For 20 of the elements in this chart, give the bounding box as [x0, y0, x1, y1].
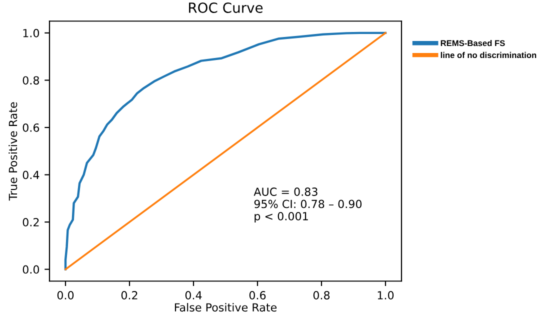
x-tick-label: 0.8 — [313, 291, 330, 300]
x-axis-title: False Positive Rate — [174, 302, 277, 312]
x-tick-label: 0.0 — [57, 291, 74, 300]
x-tick-label: 1.0 — [378, 291, 394, 300]
x-tick-label: 0.2 — [121, 291, 138, 300]
y-tick-label: 1.0 — [23, 28, 40, 38]
chart-title: ROC Curve — [189, 2, 263, 13]
legend-label: line of no discrimination — [440, 52, 536, 58]
y-tick-label: 0.6 — [22, 123, 40, 132]
x-tick-label: 0.6 — [249, 291, 266, 300]
legend-label: REMS-Based FS — [440, 40, 505, 46]
y-tick-label: 0.2 — [22, 218, 39, 226]
y-tick-label: 0.4 — [22, 170, 40, 180]
x-tick-label: 0.4 — [185, 291, 202, 300]
y-axis-title: True Positive Rate — [8, 102, 18, 201]
annotation: p < 0.001 — [254, 212, 308, 223]
annotation: AUC = 0.83 — [254, 188, 318, 196]
annotation: 95% CI: 0.78 – 0.90 — [254, 200, 362, 208]
y-tick-label: 0.0 — [22, 265, 40, 274]
y-tick-label: 0.8 — [22, 76, 40, 85]
